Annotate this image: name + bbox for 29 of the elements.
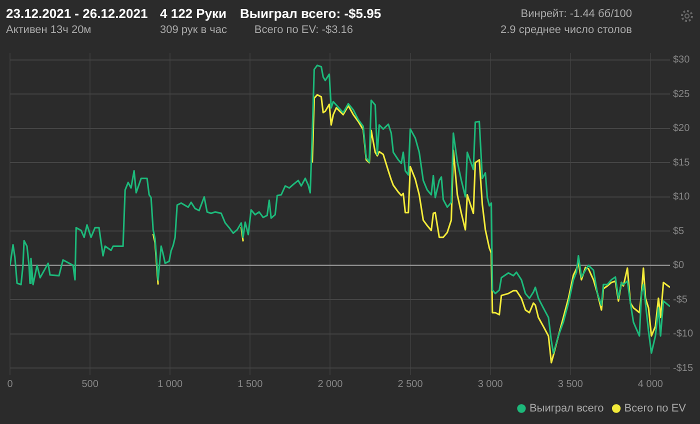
x-tick-label: 2 500: [398, 378, 424, 390]
y-tick-label: $25: [672, 88, 690, 100]
y-tick-label: -$5: [672, 294, 688, 306]
legend-label: Всего по EV: [624, 402, 687, 415]
chart-title: 23.12.2021 - 26.12.2021: [6, 6, 148, 21]
x-tick-label: 4 000: [638, 378, 664, 390]
y-tick-label: $5: [672, 226, 685, 237]
y-tick-label: -$10: [672, 328, 694, 340]
y-tick-label: $30: [672, 54, 690, 66]
text: 2.9 среднее число столов: [500, 24, 632, 36]
y-tick-label: $20: [672, 123, 690, 134]
y-tick-label: $0: [672, 260, 685, 272]
x-tick-label: 2 000: [318, 378, 344, 390]
text: Всего по EV: -$3.16: [254, 24, 353, 36]
text: Винрейт: -1.44 бб/100: [520, 8, 632, 20]
y-tick-label: $15: [672, 157, 690, 168]
chart-subtitle: Активен 13ч 20м: [6, 24, 92, 36]
legend-label: Выиграл всего: [529, 402, 604, 415]
y-tick-label: -$15: [672, 362, 694, 374]
x-tick-label: 1 000: [158, 378, 184, 390]
x-tick-label: 1 500: [238, 378, 264, 390]
x-tick-label: 3 500: [558, 378, 584, 390]
text: 4 122 Руки: [160, 6, 227, 21]
text: Выиграл всего: -$5.95: [240, 6, 382, 21]
text: 309 рук в час: [160, 24, 228, 36]
x-tick-label: 0: [7, 378, 14, 390]
x-tick-label: 500: [82, 378, 99, 390]
x-tick-label: 3 000: [478, 378, 504, 390]
y-tick-label: $10: [672, 192, 690, 203]
